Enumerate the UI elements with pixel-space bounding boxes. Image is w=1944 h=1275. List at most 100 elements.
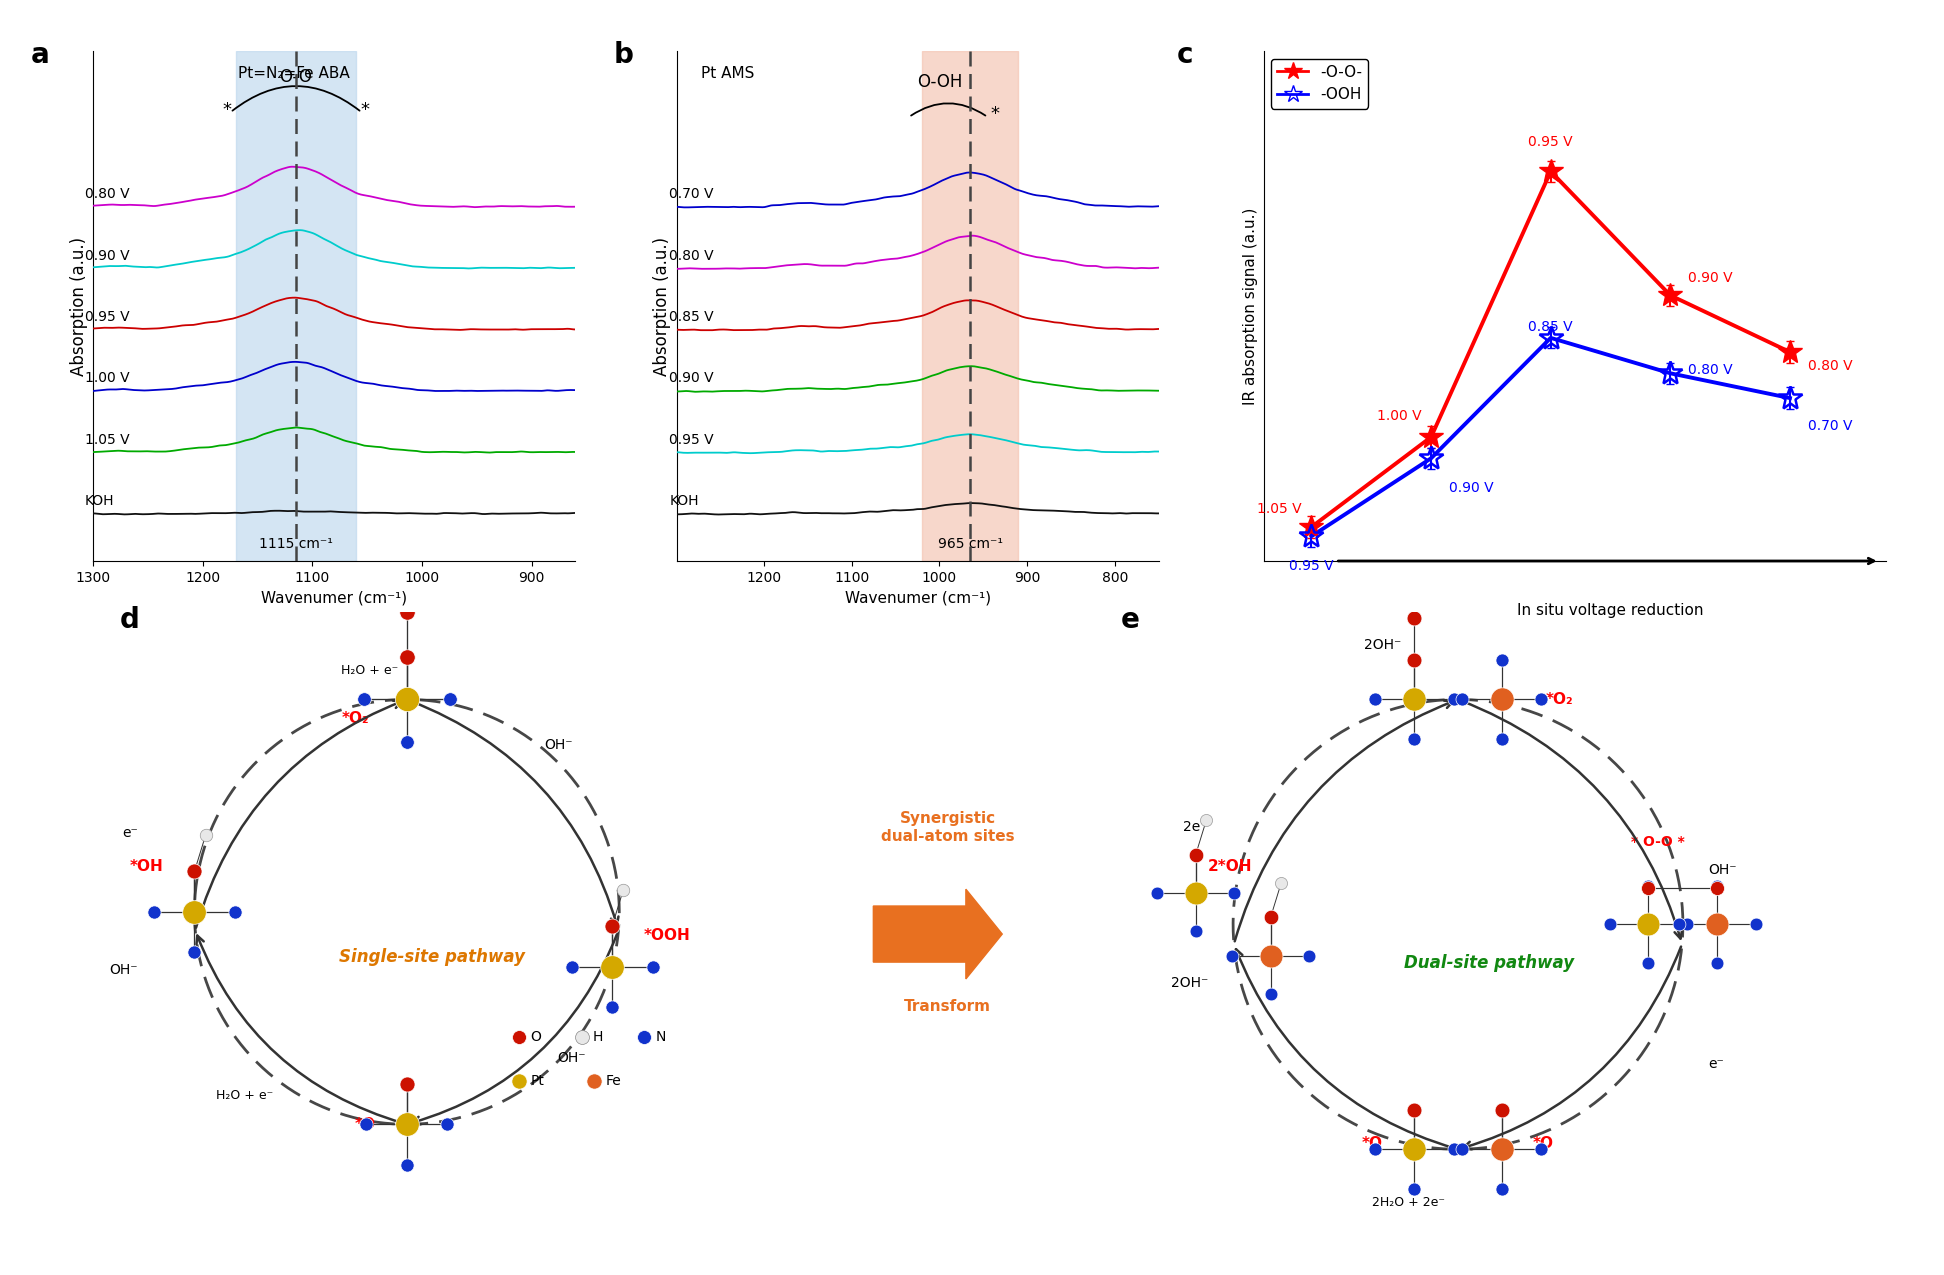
Text: 0.80 V: 0.80 V [1808, 360, 1853, 374]
Point [1256, 946, 1287, 966]
Text: OH⁻: OH⁻ [1709, 863, 1736, 877]
Text: *: * [360, 101, 369, 119]
Point [1359, 1139, 1390, 1159]
Point [391, 1155, 422, 1176]
Point [1180, 921, 1211, 941]
Point [1485, 1099, 1516, 1119]
Text: 0.90 V: 0.90 V [1687, 270, 1732, 284]
Point [179, 901, 210, 922]
Text: KOH: KOH [669, 495, 700, 509]
Point [1217, 946, 1248, 966]
Point [597, 956, 628, 977]
Text: 0.85 V: 0.85 V [1528, 320, 1573, 334]
Point [179, 861, 210, 881]
Point [1701, 914, 1732, 935]
Point [1446, 1139, 1477, 1159]
Point [191, 825, 222, 845]
Text: 0.95 V: 0.95 V [1289, 558, 1334, 572]
Text: e: e [1120, 606, 1139, 634]
Point [503, 1026, 535, 1047]
Point [434, 690, 465, 710]
Text: e⁻: e⁻ [1709, 1057, 1724, 1071]
Point [350, 1114, 381, 1135]
Text: *OH: *OH [130, 859, 163, 875]
Text: 1.00 V: 1.00 V [84, 371, 128, 385]
Point [1672, 914, 1703, 935]
Text: 0.95 V: 0.95 V [84, 310, 128, 324]
Point [1485, 1178, 1516, 1198]
FancyArrow shape [873, 889, 1003, 979]
Point [556, 956, 587, 977]
Point [1439, 690, 1470, 710]
Point [1633, 952, 1664, 973]
Text: OH⁻: OH⁻ [556, 1051, 585, 1065]
Text: *O: *O [1363, 1136, 1382, 1150]
Point [1594, 914, 1625, 935]
Point [1180, 845, 1211, 866]
Text: OH⁻: OH⁻ [544, 738, 573, 752]
Text: *: * [989, 106, 999, 124]
Text: d: d [119, 606, 140, 634]
Text: *: * [222, 101, 231, 119]
Point [432, 1114, 463, 1135]
Point [1526, 1139, 1557, 1159]
Point [391, 646, 422, 667]
Point [1633, 876, 1664, 896]
Text: N: N [655, 1030, 667, 1044]
Point [503, 1071, 535, 1091]
Point [1293, 946, 1324, 966]
Point [391, 1114, 422, 1135]
Point [1446, 690, 1477, 710]
Point [1400, 650, 1431, 671]
Point [1400, 1099, 1431, 1119]
Point [138, 901, 169, 922]
Point [597, 997, 628, 1017]
Text: 2e⁻: 2e⁻ [1184, 820, 1207, 834]
Point [1701, 878, 1732, 899]
Text: O-OH: O-OH [918, 73, 962, 91]
Point [1526, 690, 1557, 710]
Point [391, 1074, 422, 1094]
Text: KOH: KOH [84, 495, 115, 509]
Text: 0.90 V: 0.90 V [1448, 481, 1493, 495]
Point [1219, 882, 1250, 903]
Text: 1.00 V: 1.00 V [1376, 409, 1421, 423]
Text: 0.80 V: 0.80 V [84, 187, 128, 201]
Point [1485, 650, 1516, 671]
Point [1400, 690, 1431, 710]
Point [179, 861, 210, 881]
Point [1190, 811, 1221, 831]
Text: *O: *O [354, 1117, 375, 1132]
Point [1266, 873, 1297, 894]
Bar [921, 51, 1019, 561]
Point [1180, 882, 1211, 903]
Point [1701, 952, 1732, 973]
Point [597, 917, 628, 937]
Point [1256, 908, 1287, 928]
Text: 0.90 V: 0.90 V [669, 371, 713, 385]
Point [391, 732, 422, 752]
Point [179, 942, 210, 963]
Legend: -O-O-, -OOH: -O-O-, -OOH [1271, 59, 1369, 108]
Point [608, 880, 640, 900]
Text: Fe: Fe [605, 1074, 622, 1088]
Text: 965 cm⁻¹: 965 cm⁻¹ [937, 537, 1003, 551]
Text: 0.70 V: 0.70 V [669, 187, 713, 201]
Text: 0.80 V: 0.80 V [1687, 362, 1732, 376]
Point [1400, 650, 1431, 671]
Text: Pt: Pt [531, 1074, 544, 1088]
Y-axis label: Absorption (a.u.): Absorption (a.u.) [653, 236, 671, 376]
X-axis label: Wavenumer (cm⁻¹): Wavenumer (cm⁻¹) [844, 590, 991, 606]
Y-axis label: IR absorption signal (a.u.): IR absorption signal (a.u.) [1242, 208, 1258, 404]
Text: 0.95 V: 0.95 V [1528, 135, 1573, 149]
Text: *OOH: *OOH [643, 928, 690, 944]
Point [1485, 1099, 1516, 1119]
Text: H₂O + e⁻: H₂O + e⁻ [340, 664, 399, 677]
Bar [235, 51, 356, 561]
X-axis label: Wavenumer (cm⁻¹): Wavenumer (cm⁻¹) [260, 590, 408, 606]
Point [1664, 914, 1695, 935]
Text: e⁻: e⁻ [122, 826, 138, 840]
Point [391, 646, 422, 667]
Text: 1.05 V: 1.05 V [84, 432, 128, 446]
Text: *O₂: *O₂ [1545, 692, 1573, 706]
